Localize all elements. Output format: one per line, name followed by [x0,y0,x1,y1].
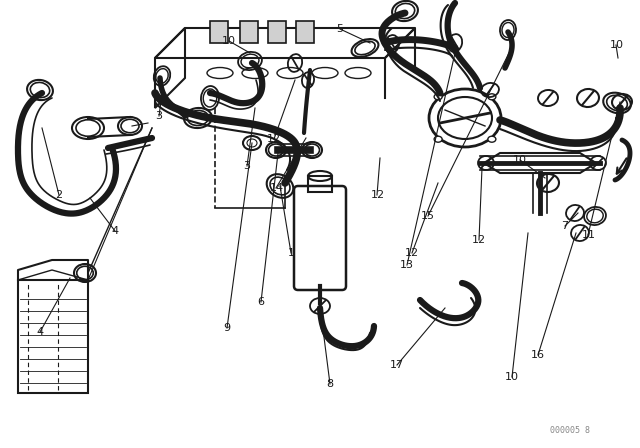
Text: 12: 12 [404,248,419,258]
Text: 10: 10 [505,372,519,382]
Text: 3: 3 [243,161,250,171]
Text: 5: 5 [336,24,342,34]
Text: 16: 16 [531,350,545,360]
Text: 14: 14 [269,183,284,193]
Text: 3: 3 [156,112,162,121]
Bar [296,21,314,43]
Bar [268,21,286,43]
Text: 10: 10 [513,155,527,165]
Ellipse shape [434,94,442,100]
Text: 13: 13 [400,260,414,270]
Text: 17: 17 [390,360,404,370]
Ellipse shape [434,136,442,142]
Text: 10: 10 [610,40,624,50]
Text: 6: 6 [258,297,264,307]
Text: 11: 11 [582,230,596,240]
Text: 9: 9 [223,323,231,333]
Ellipse shape [488,136,496,142]
Text: 1: 1 [288,248,294,258]
Text: 7: 7 [561,221,568,231]
Text: 10: 10 [222,36,236,46]
Text: 12: 12 [267,134,281,144]
Text: 12: 12 [472,235,486,245]
Ellipse shape [488,94,496,100]
Text: 12: 12 [371,190,385,200]
Text: 8: 8 [326,379,333,389]
Text: 000005 8: 000005 8 [550,426,590,435]
Bar [308,176,332,192]
Bar [240,21,258,43]
Text: 4: 4 [36,327,44,337]
Text: 4: 4 [111,226,119,236]
Text: 2: 2 [55,190,63,200]
Bar [210,21,228,43]
Text: 15: 15 [420,211,435,221]
